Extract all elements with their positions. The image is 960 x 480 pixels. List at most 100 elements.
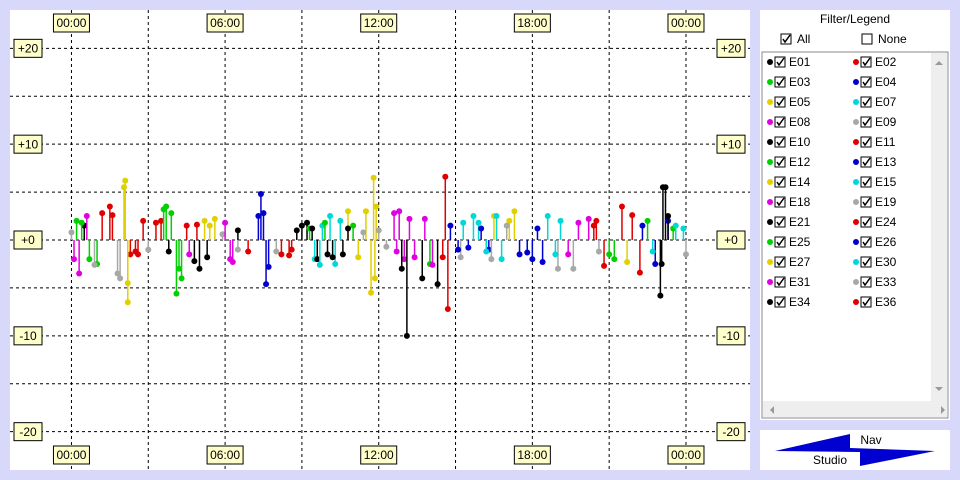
tick-box xyxy=(13,38,43,58)
legend-swatch xyxy=(853,199,859,205)
marks xyxy=(68,173,689,339)
point xyxy=(557,217,564,224)
legend-checkbox[interactable] xyxy=(774,116,786,128)
point xyxy=(332,260,339,267)
legend-checkbox[interactable] xyxy=(860,276,872,288)
legend-swatch xyxy=(853,139,859,145)
legend-checkbox[interactable] xyxy=(774,236,786,248)
point xyxy=(206,222,213,229)
legend-checkbox[interactable] xyxy=(774,216,786,228)
legend-checkbox[interactable] xyxy=(774,296,786,308)
none-checkbox[interactable] xyxy=(861,33,873,45)
check xyxy=(776,197,785,207)
point xyxy=(506,217,513,224)
legend-label[interactable]: E36 xyxy=(875,295,897,309)
point xyxy=(460,219,467,226)
check xyxy=(862,237,871,247)
legend-checkbox[interactable] xyxy=(860,56,872,68)
legend-label[interactable]: E21 xyxy=(789,215,811,229)
legend-label[interactable]: E27 xyxy=(789,255,811,269)
point xyxy=(173,290,180,297)
all-checkbox[interactable] xyxy=(780,33,792,45)
legend-label[interactable]: E03 xyxy=(789,75,811,89)
legend-checkbox[interactable] xyxy=(774,76,786,88)
legend-swatch xyxy=(767,59,773,65)
legend-checkbox[interactable] xyxy=(860,256,872,268)
legend-checkbox[interactable] xyxy=(774,56,786,68)
tick-box xyxy=(13,134,43,154)
point xyxy=(488,256,495,263)
point xyxy=(478,225,485,232)
point xyxy=(657,292,664,299)
tick-box xyxy=(667,445,705,465)
point xyxy=(639,222,646,229)
legend-label[interactable]: E19 xyxy=(875,195,897,209)
legend-label[interactable]: E25 xyxy=(789,235,811,249)
legend-label[interactable]: E10 xyxy=(789,135,811,149)
legend-swatch xyxy=(767,279,773,285)
point xyxy=(273,248,280,255)
check xyxy=(862,277,871,287)
h-scrollbar[interactable] xyxy=(763,401,931,417)
point xyxy=(618,203,625,210)
point xyxy=(539,259,546,266)
legend-checkbox[interactable] xyxy=(860,176,872,188)
legend-checkbox[interactable] xyxy=(860,296,872,308)
legend-checkbox[interactable] xyxy=(774,256,786,268)
point xyxy=(570,265,577,272)
legend-checkbox[interactable] xyxy=(774,96,786,108)
legend-label[interactable]: E15 xyxy=(875,175,897,189)
legend-label[interactable]: E31 xyxy=(789,275,811,289)
point xyxy=(652,260,659,267)
legend-checkbox[interactable] xyxy=(774,156,786,168)
legend-label[interactable]: E30 xyxy=(875,255,897,269)
point xyxy=(565,251,572,258)
legend-checkbox[interactable] xyxy=(774,276,786,288)
legend-label[interactable]: E34 xyxy=(789,295,811,309)
point xyxy=(309,225,316,232)
legend-checkbox[interactable] xyxy=(860,76,872,88)
point xyxy=(429,261,436,268)
tick-label: -20 xyxy=(722,425,740,439)
point xyxy=(375,227,382,234)
legend-checkbox[interactable] xyxy=(860,236,872,248)
point xyxy=(649,248,656,255)
legend-label[interactable]: E09 xyxy=(875,115,897,129)
check xyxy=(776,117,785,127)
legend-label[interactable]: E08 xyxy=(789,115,811,129)
none-label[interactable]: None xyxy=(878,32,907,46)
point xyxy=(383,243,390,250)
legend-label[interactable]: E01 xyxy=(789,55,811,69)
legend-swatch xyxy=(853,59,859,65)
legend-checkbox[interactable] xyxy=(860,96,872,108)
point xyxy=(585,215,592,222)
tick-box xyxy=(52,13,90,33)
point xyxy=(368,289,375,296)
legend-label[interactable]: E33 xyxy=(875,275,897,289)
scrollbar[interactable] xyxy=(931,53,947,417)
point xyxy=(321,219,328,226)
all-label[interactable]: All xyxy=(797,32,810,46)
legend-label[interactable]: E05 xyxy=(789,95,811,109)
point xyxy=(158,217,165,224)
legend-checkbox[interactable] xyxy=(774,176,786,188)
tick-box xyxy=(13,326,43,346)
legend-checkbox[interactable] xyxy=(860,116,872,128)
legend-label[interactable]: E18 xyxy=(789,195,811,209)
legend-label[interactable]: E11 xyxy=(875,135,896,149)
legend-checkbox[interactable] xyxy=(860,136,872,148)
legend-checkbox[interactable] xyxy=(860,216,872,228)
legend-label[interactable]: E02 xyxy=(875,55,897,69)
legend-label[interactable]: E12 xyxy=(789,155,811,169)
legend-checkbox[interactable] xyxy=(860,156,872,168)
legend-label[interactable]: E13 xyxy=(875,155,897,169)
legend-label[interactable]: E04 xyxy=(875,75,897,89)
legend-checkbox[interactable] xyxy=(860,196,872,208)
point xyxy=(606,251,613,258)
legend-checkbox[interactable] xyxy=(774,136,786,148)
legend-label[interactable]: E24 xyxy=(875,215,897,229)
legend-label[interactable]: E07 xyxy=(875,95,897,109)
legend-checkbox[interactable] xyxy=(774,196,786,208)
legend-label[interactable]: E14 xyxy=(789,175,811,189)
legend-label[interactable]: E26 xyxy=(875,235,897,249)
